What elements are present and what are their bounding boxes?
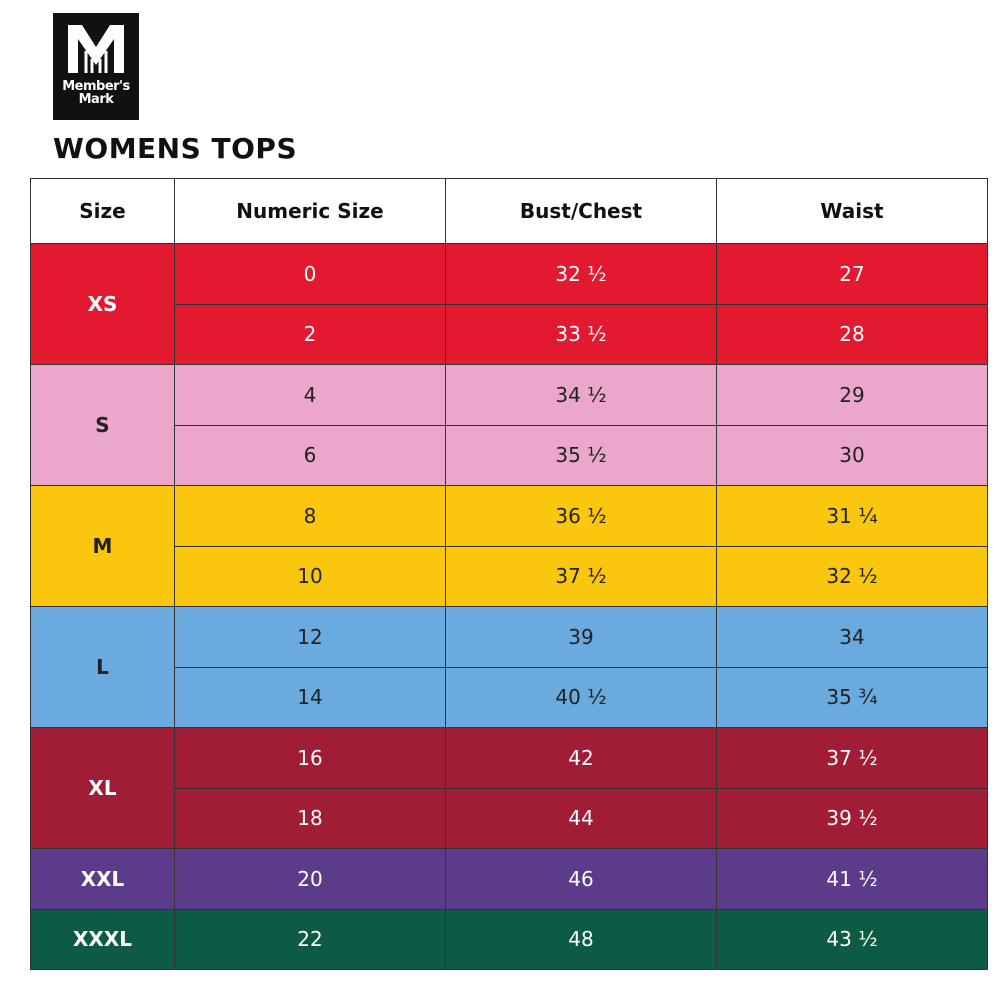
- table-cell: 20: [174, 848, 446, 910]
- size-cell: S: [30, 364, 175, 486]
- table-cell: 39 ½: [716, 787, 988, 849]
- table-row: 2 33 ½ 28: [30, 303, 988, 365]
- header-cell: Bust/Chest: [445, 178, 717, 244]
- table-cell: 27: [716, 243, 988, 305]
- table-cell: 35 ½: [445, 424, 717, 486]
- table-row: S 4 34 ½ 29: [30, 364, 988, 486]
- table-cell: 29: [716, 364, 988, 426]
- table-cell: 32 ½: [716, 545, 988, 607]
- table-row: 14 40 ½ 35 ¾: [30, 666, 988, 728]
- size-cell: XXL: [30, 848, 175, 910]
- title: WOMENS TOPS: [53, 132, 298, 165]
- header-cell: Size: [30, 178, 175, 244]
- table-cell: 2: [174, 303, 446, 365]
- size-cell: XS: [30, 243, 175, 365]
- table-cell: 42: [445, 727, 717, 789]
- table-cell: 22: [174, 908, 446, 970]
- table-cell: 36 ½: [445, 485, 717, 547]
- table-cell: 37 ½: [716, 727, 988, 789]
- table-cell: 0: [174, 243, 446, 305]
- table-cell: 41 ½: [716, 848, 988, 910]
- logo-icon: [68, 25, 124, 73]
- size-cell: M: [30, 485, 175, 607]
- table-row: XL 16 42 37 ½: [30, 727, 988, 849]
- table-cell: 44: [445, 787, 717, 849]
- size-cell: XXXL: [30, 908, 175, 970]
- table-cell: 48: [445, 908, 717, 970]
- size-cell: XL: [30, 727, 175, 849]
- table-cell: 33 ½: [445, 303, 717, 365]
- table-cell: 34: [716, 606, 988, 668]
- header-cell: Waist: [716, 178, 988, 244]
- table-cell: 35 ¾: [716, 666, 988, 728]
- table-cell: 6: [174, 424, 446, 486]
- table-cell: 46: [445, 848, 717, 910]
- table-cell: 39: [445, 606, 717, 668]
- logo-text: Member's: [62, 79, 130, 94]
- table-cell: 40 ½: [445, 666, 717, 728]
- table-cell: 30: [716, 424, 988, 486]
- header-cell: Numeric Size: [174, 178, 446, 244]
- table-cell: 34 ½: [445, 364, 717, 426]
- table-row: 10 37 ½ 32 ½: [30, 545, 988, 607]
- table-body: XS 0 32 ½ 27 2 33 ½ 28 S 4 34 ½ 29 6 35 ½ 30 M 8 36 ½ 31 …: [30, 243, 988, 970]
- table-row: 18 44 39 ½: [30, 787, 988, 849]
- table-cell: 18: [174, 787, 446, 849]
- table-row: XXXL 22 48 43 ½: [30, 908, 988, 970]
- table-cell: 31 ¼: [716, 485, 988, 547]
- table-row: 6 35 ½ 30: [30, 424, 988, 486]
- table-cell: 28: [716, 303, 988, 365]
- table-cell: 16: [174, 727, 446, 789]
- table-cell: 14: [174, 666, 446, 728]
- table-row: L 12 39 34: [30, 606, 988, 728]
- table-cell: 8: [174, 485, 446, 547]
- table-cell: 32 ½: [445, 243, 717, 305]
- size-cell: L: [30, 606, 175, 728]
- table-cell: 43 ½: [716, 908, 988, 970]
- header-row: Size Numeric Size Bust/Chest Waist: [30, 178, 988, 244]
- logo-text: Mark: [78, 92, 114, 107]
- table-cell: 4: [174, 364, 446, 426]
- table-cell: 37 ½: [445, 545, 717, 607]
- table-row: XS 0 32 ½ 27: [30, 243, 988, 365]
- table-row: M 8 36 ½ 31 ¼: [30, 485, 988, 607]
- logo: Member's Mark: [53, 13, 139, 120]
- table-cell: 10: [174, 545, 446, 607]
- table-cell: 12: [174, 606, 446, 668]
- table-row: XXL 20 46 41 ½: [30, 848, 988, 910]
